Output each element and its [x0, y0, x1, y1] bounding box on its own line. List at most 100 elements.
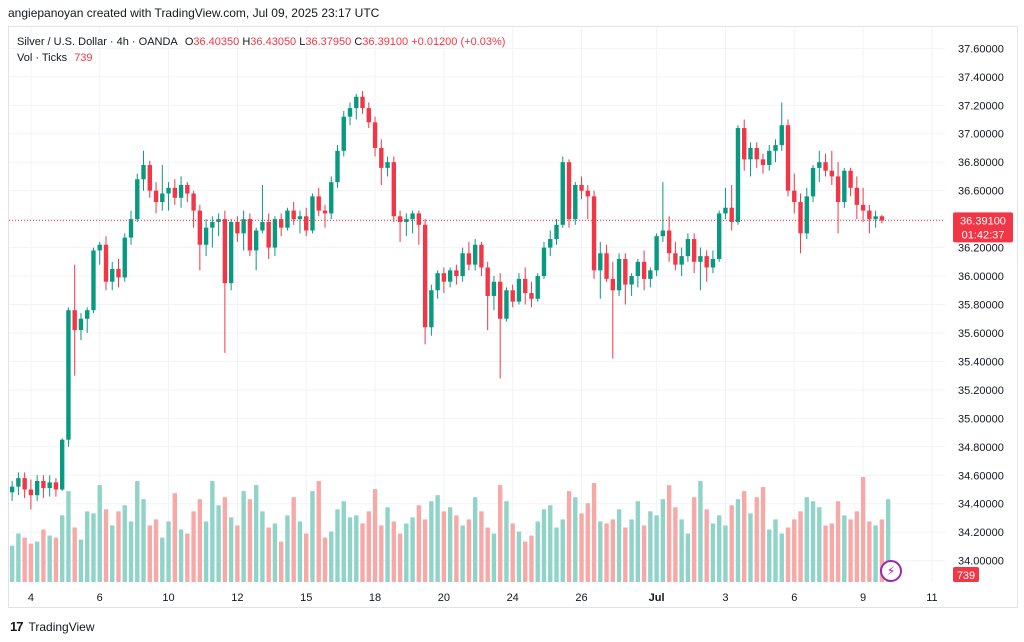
volume-bar: [34, 541, 40, 582]
volume-bar: [573, 497, 578, 582]
candle-body: [385, 162, 390, 168]
tradingview-logo: 17: [10, 619, 24, 634]
candle-body: [704, 256, 709, 268]
volume-bar: [860, 477, 866, 582]
candle-body: [34, 480, 40, 496]
volume-bar: [53, 537, 59, 582]
y-tick-label: 37.60000: [958, 43, 1004, 55]
volume-bar: [272, 523, 278, 582]
candle-body: [654, 236, 659, 271]
candle-body: [141, 165, 146, 180]
candle-body: [460, 253, 465, 277]
candle-body: [817, 162, 822, 168]
y-tick-label: 37.40000: [958, 72, 1004, 84]
volume-bar: [748, 513, 753, 582]
volume-bar: [610, 519, 616, 582]
volume-bar: [485, 527, 490, 582]
candle-body: [429, 290, 434, 328]
candle-body: [535, 276, 540, 299]
volume-bar: [78, 539, 84, 582]
volume-bar: [228, 517, 234, 582]
volume-legend-row: Vol · Ticks 739: [17, 50, 505, 66]
volume-bar: [260, 511, 265, 582]
candle-body: [585, 190, 590, 197]
volume-bar: [391, 521, 397, 582]
volume-bar: [604, 523, 609, 582]
volume-bar: [235, 525, 240, 582]
volume-bar: [529, 535, 534, 582]
volume-bar: [166, 521, 171, 582]
candle-body: [222, 219, 228, 284]
volume-bar: [654, 515, 659, 582]
candle-body: [191, 193, 196, 211]
volume-bar: [103, 509, 109, 582]
candle-body: [197, 210, 203, 245]
candle-body: [135, 179, 140, 220]
candle-body: [604, 253, 609, 279]
volume-bar: [810, 501, 816, 582]
candle-body: [397, 216, 403, 222]
candle-body: [341, 116, 346, 151]
footer-branding: 17 TradingView: [10, 619, 95, 634]
volume-bar: [854, 511, 860, 582]
high-label: H: [242, 36, 251, 48]
candle-body: [785, 125, 791, 191]
volume-bar: [641, 525, 647, 582]
candle-body: [310, 196, 315, 231]
candle-body: [810, 167, 816, 197]
y-tick-label: 34.60000: [958, 470, 1004, 482]
candle-body: [472, 244, 478, 265]
volume-label[interactable]: Vol · Ticks: [17, 52, 68, 64]
candle-body: [41, 480, 46, 489]
volume-bar: [666, 485, 672, 582]
candle-body: [335, 150, 340, 183]
candle-body: [842, 170, 847, 203]
candle-body: [291, 210, 296, 220]
volume-bar: [185, 533, 190, 582]
volume-bar: [241, 491, 246, 582]
volume-bar: [579, 513, 584, 582]
close-label: C: [354, 36, 363, 48]
candle-body: [216, 219, 221, 222]
y-tick-label: 35.40000: [958, 356, 1004, 368]
candle-body: [835, 176, 841, 203]
volume-bar: [842, 515, 847, 582]
candle-body: [285, 210, 290, 228]
lightning-bolt-icon[interactable]: ⚡: [880, 560, 902, 582]
candle-body: [867, 210, 872, 220]
volume-bar: [566, 491, 572, 582]
volume-bar: [222, 497, 228, 582]
candle-body: [760, 159, 766, 166]
volume-bar: [379, 525, 384, 582]
candle-body: [116, 268, 121, 278]
volume-bar: [160, 537, 165, 582]
volume-bar: [629, 519, 634, 582]
x-tick-label: 18: [369, 592, 381, 604]
candle-body: [548, 239, 553, 248]
volume-bar: [848, 519, 853, 582]
x-tick-label: 24: [507, 592, 519, 604]
volume-bar: [773, 519, 778, 582]
candle-body: [253, 230, 259, 251]
candle-body: [748, 147, 753, 160]
volume-bar: [341, 501, 346, 582]
x-tick-label: 11: [926, 592, 937, 604]
y-tick-label: 36.20000: [958, 243, 1004, 255]
volume-bar: [72, 527, 77, 582]
volume-bar: [410, 517, 415, 582]
y-tick-label: 35.80000: [958, 300, 1004, 312]
volume-bar: [16, 533, 21, 582]
candle-body: [22, 478, 27, 490]
candle-body: [366, 108, 371, 123]
candle-body: [128, 219, 134, 238]
candle-body: [329, 182, 334, 214]
tradingview-brand: TradingView: [28, 619, 95, 634]
volume-bar: [135, 481, 140, 582]
y-tick-label: 35.20000: [958, 385, 1004, 397]
candle-body: [272, 219, 278, 248]
volume-bar: [285, 515, 290, 582]
symbol-title[interactable]: Silver / U.S. Dollar · 4h · OANDA: [17, 36, 178, 48]
volume-bar: [9, 545, 15, 582]
volume-bar: [329, 531, 334, 582]
